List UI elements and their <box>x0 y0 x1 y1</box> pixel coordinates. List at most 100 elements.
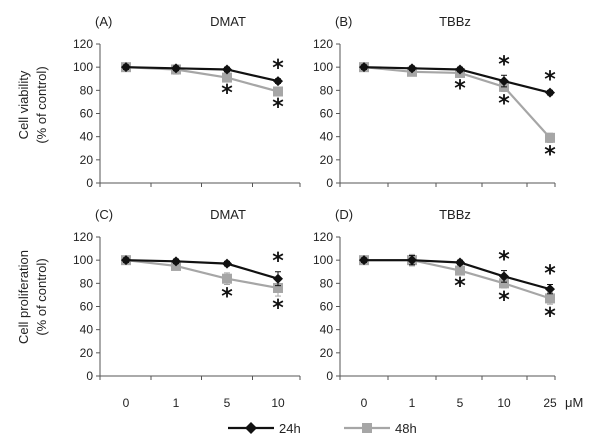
y-tick-label: 40 <box>80 323 94 337</box>
data-point-diamond <box>407 63 417 74</box>
x-tick-label: 0 <box>361 396 368 410</box>
significance-star: * <box>221 81 233 106</box>
panel-title: TBBz <box>439 14 471 29</box>
y-tick-label: 40 <box>80 130 94 144</box>
x-tick-label: 25 <box>543 396 557 410</box>
significance-star: * <box>221 284 233 309</box>
y-tick-label: 40 <box>320 323 334 337</box>
y-tick-label: 60 <box>320 107 334 121</box>
y-tick-label: 120 <box>313 230 333 244</box>
data-point-square <box>545 132 555 143</box>
significance-star: * <box>544 142 556 167</box>
panel-title: DMAT <box>210 207 246 222</box>
data-point-diamond <box>545 284 555 295</box>
series-24h <box>359 255 555 295</box>
significance-star: * <box>454 274 466 299</box>
y-axis-title-top: Cell viability (% of control) <box>16 66 49 143</box>
y-axis-title-line2: (% of control) <box>34 258 49 335</box>
data-point-square <box>455 265 465 276</box>
data-point-square <box>273 282 283 293</box>
y-tick-label: 60 <box>320 300 334 314</box>
x-tick-label: 10 <box>497 396 511 410</box>
series-48h <box>359 62 555 143</box>
panel-label: (D) <box>335 207 353 222</box>
data-point-diamond <box>222 258 232 269</box>
y-tick-label: 0 <box>86 369 93 383</box>
y-tick-label: 100 <box>313 253 333 267</box>
significance-star: * <box>272 249 284 274</box>
y-tick-label: 120 <box>313 37 333 51</box>
legend-item-24h: 24h <box>228 421 301 436</box>
significance-star: * <box>544 67 556 92</box>
legend: 24h 48h <box>228 421 417 436</box>
series-24h <box>359 62 555 98</box>
data-point-diamond <box>222 64 232 75</box>
y-tick-label: 60 <box>80 300 94 314</box>
panel-title: DMAT <box>210 14 246 29</box>
data-point-square <box>222 273 232 284</box>
x-unit-label: μM <box>565 395 583 410</box>
data-point-diamond <box>171 63 181 74</box>
data-point-diamond <box>545 87 555 98</box>
x-tick-label: 10 <box>271 396 285 410</box>
series-line-48h <box>125 66 279 93</box>
legend-marker-diamond-icon <box>245 422 257 434</box>
legend-label-48h: 48h <box>395 421 417 436</box>
panel-d: (D) TBBz 0 20 40 60 80 100 120 0 1 5 10 25 * * * * * <box>313 207 557 410</box>
y-tick-label: 80 <box>320 276 334 290</box>
y-axis-title-line2: (% of control) <box>34 66 49 143</box>
y-tick-label: 120 <box>73 230 93 244</box>
significance-star: * <box>498 248 510 273</box>
panel-a: (A) DMAT 0 20 40 60 80 100 120 * * * <box>73 14 301 190</box>
y-tick-label: 20 <box>320 346 334 360</box>
data-point-diamond <box>455 257 465 268</box>
panel-label: (A) <box>95 14 112 29</box>
y-tick-label: 120 <box>73 37 93 51</box>
significance-star: * <box>272 56 284 81</box>
significance-star: * <box>498 52 510 77</box>
x-tick-label: 1 <box>173 396 180 410</box>
data-point-diamond <box>499 76 509 87</box>
y-axis-title-bottom: Cell proliferation (% of control) <box>16 250 49 344</box>
x-tick-label: 5 <box>224 396 231 410</box>
y-tick-label: 0 <box>86 176 93 190</box>
legend-item-48h: 48h <box>344 421 417 436</box>
y-tick-label: 80 <box>80 276 94 290</box>
y-tick-label: 40 <box>320 130 334 144</box>
significance-star: * <box>498 91 510 116</box>
data-point-square <box>222 72 232 83</box>
data-point-diamond <box>359 255 369 266</box>
significance-star: * <box>498 288 510 313</box>
significance-star: * <box>544 304 556 329</box>
panel-c: (C) DMAT 0 20 40 60 80 100 120 0 1 5 10 * * * <box>73 207 301 410</box>
y-tick-label: 100 <box>73 60 93 74</box>
y-tick-label: 0 <box>326 176 333 190</box>
data-point-square <box>545 293 555 304</box>
data-point-diamond <box>273 273 283 284</box>
x-tick-label: 1 <box>409 396 416 410</box>
data-point-diamond <box>359 62 369 73</box>
data-point-square <box>499 278 509 289</box>
y-axis-title-line1: Cell proliferation <box>16 250 31 344</box>
y-tick-label: 20 <box>320 153 334 167</box>
series-line-24h <box>125 259 279 280</box>
significance-star: * <box>544 261 556 286</box>
panel-label: (C) <box>95 207 113 222</box>
data-point-diamond <box>407 255 417 266</box>
panel-label: (B) <box>335 14 352 29</box>
series-line-24h <box>125 66 279 83</box>
y-tick-label: 60 <box>80 107 94 121</box>
data-point-diamond <box>121 62 131 73</box>
legend-label-24h: 24h <box>279 421 301 436</box>
data-point-diamond <box>273 76 283 87</box>
data-point-diamond <box>455 64 465 75</box>
significance-star: * <box>272 296 284 321</box>
y-tick-label: 20 <box>80 346 94 360</box>
series-line-48h <box>125 259 279 290</box>
y-tick-label: 80 <box>80 83 94 97</box>
data-point-square <box>273 86 283 97</box>
y-tick-label: 0 <box>326 369 333 383</box>
series-24h <box>121 255 283 287</box>
